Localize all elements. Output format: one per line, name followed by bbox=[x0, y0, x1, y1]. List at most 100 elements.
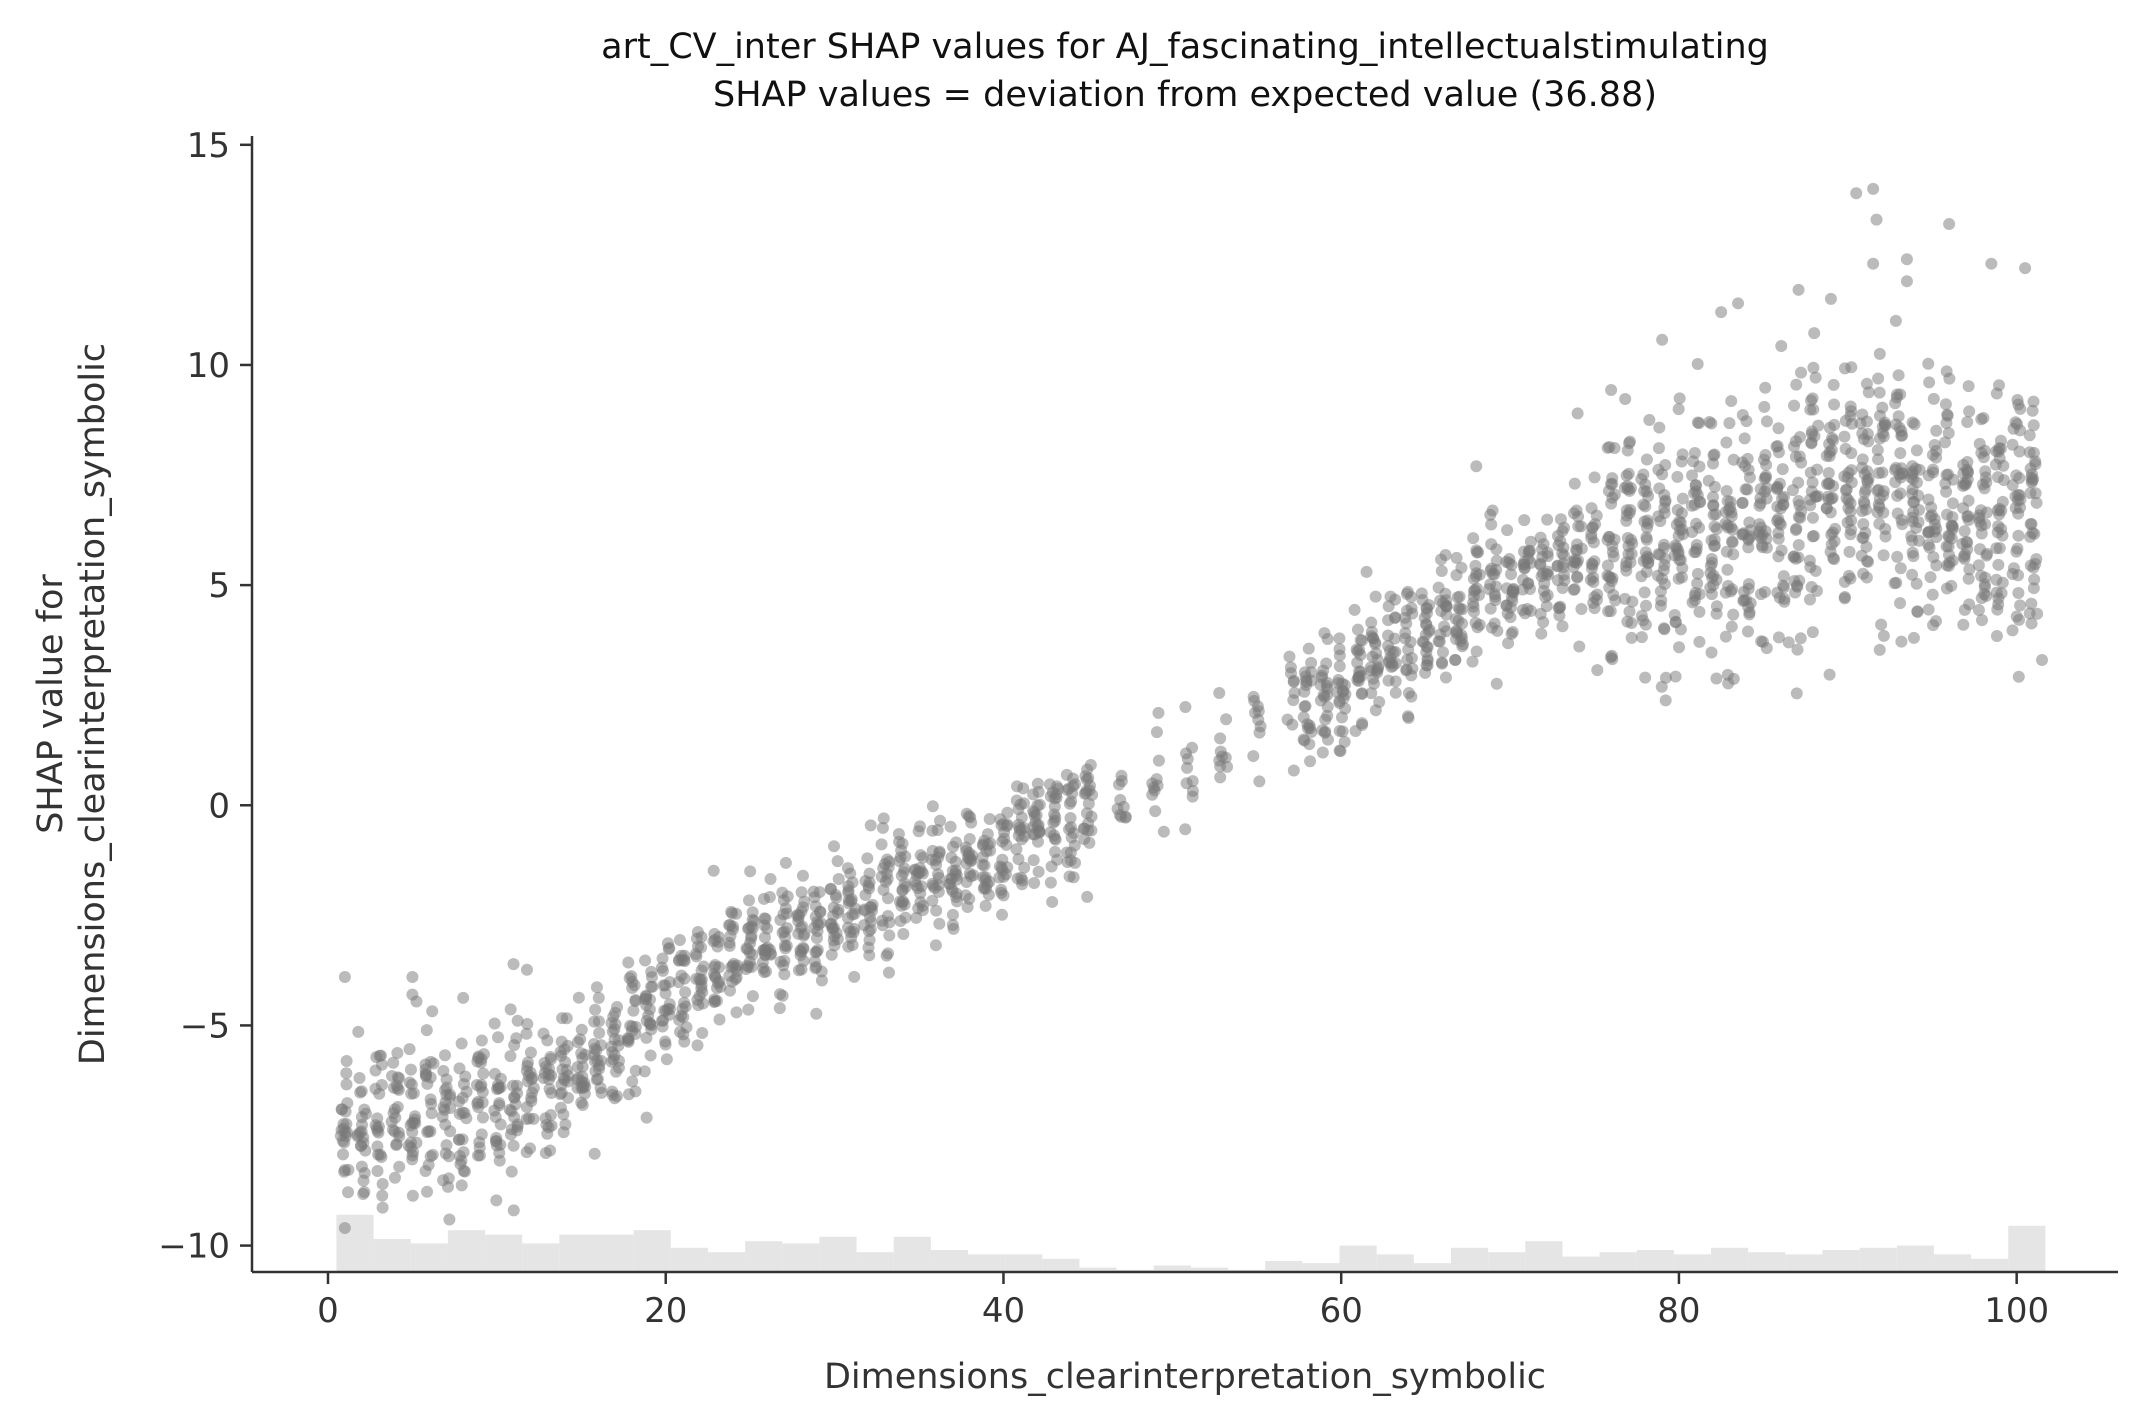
scatter-point bbox=[950, 895, 963, 908]
scatter-point bbox=[608, 1049, 621, 1062]
scatter-point bbox=[914, 849, 927, 862]
scatter-point bbox=[1804, 499, 1817, 512]
scatter-point bbox=[1415, 587, 1428, 600]
scatter-point bbox=[1421, 641, 1434, 654]
scatter-point bbox=[1980, 549, 1993, 562]
scatter-point bbox=[1939, 436, 1952, 449]
scatter-point bbox=[1084, 758, 1097, 771]
scatter-point bbox=[763, 891, 776, 904]
scatter-point bbox=[1674, 623, 1687, 636]
scatter-point bbox=[1824, 292, 1837, 305]
histogram-bar bbox=[1971, 1258, 2009, 1272]
scatter-point bbox=[863, 911, 876, 924]
scatter-point bbox=[826, 921, 839, 934]
scatter-point bbox=[638, 1065, 651, 1078]
scatter-point bbox=[406, 988, 419, 1001]
scatter-point bbox=[421, 1185, 434, 1198]
scatter-point bbox=[1721, 563, 1734, 576]
scatter-point bbox=[1753, 499, 1766, 512]
scatter-point bbox=[883, 916, 896, 929]
scatter-point bbox=[1504, 611, 1517, 624]
scatter-point bbox=[812, 918, 825, 931]
scatter-point bbox=[695, 941, 708, 954]
scatter-point bbox=[795, 886, 808, 899]
scatter-point bbox=[794, 922, 807, 935]
scatter-point bbox=[1736, 496, 1749, 509]
scatter-point bbox=[1686, 525, 1699, 538]
scatter-point bbox=[1152, 754, 1165, 767]
scatter-point bbox=[1433, 635, 1446, 648]
scatter-point bbox=[848, 970, 861, 983]
scatter-point bbox=[1922, 493, 1935, 506]
y-tick-label: −10 bbox=[158, 1227, 230, 1267]
scatter-point bbox=[593, 1027, 606, 1040]
scatter-point bbox=[1777, 581, 1790, 594]
scatter-point bbox=[1488, 588, 1501, 601]
scatter-point bbox=[1318, 627, 1331, 640]
scatter-point bbox=[875, 838, 888, 851]
scatter-point bbox=[1046, 895, 1059, 908]
scatter-point bbox=[1867, 257, 1880, 270]
scatter-point bbox=[691, 1039, 704, 1052]
scatter-point bbox=[1876, 401, 1889, 414]
scatter-point bbox=[1715, 306, 1728, 319]
scatter-point bbox=[861, 852, 874, 865]
scatter-point bbox=[1860, 555, 1873, 568]
scatter-point bbox=[391, 1047, 404, 1060]
scatter-point bbox=[931, 824, 944, 837]
scatter-point bbox=[1419, 666, 1432, 679]
scatter-point bbox=[1895, 429, 1908, 442]
scatter-point bbox=[419, 1058, 432, 1071]
scatter-point bbox=[1316, 746, 1329, 759]
scatter-point bbox=[1113, 778, 1126, 791]
scatter-point bbox=[488, 1067, 501, 1080]
scatter-point bbox=[1822, 493, 1835, 506]
histogram-bar bbox=[1933, 1254, 1972, 1272]
scatter-point bbox=[1626, 537, 1639, 550]
y-axis-ticks: −10 −5 0 5 10 15 bbox=[158, 126, 252, 1267]
scatter-point bbox=[742, 1003, 755, 1016]
scatter-point bbox=[1879, 419, 1892, 432]
scatter-point bbox=[1388, 632, 1401, 645]
histogram-bar bbox=[1339, 1245, 1377, 1272]
scatter-point bbox=[1501, 524, 1514, 537]
scatter-point bbox=[1755, 531, 1768, 544]
histogram-bar bbox=[670, 1247, 708, 1272]
scatter-point bbox=[543, 1082, 556, 1095]
scatter-point bbox=[1605, 384, 1618, 397]
scatter-point bbox=[713, 1013, 726, 1026]
scatter-point bbox=[507, 1204, 520, 1217]
scatter-point bbox=[1923, 376, 1936, 389]
scatter-point bbox=[334, 1129, 347, 1142]
scatter-point bbox=[1656, 333, 1669, 346]
scatter-point bbox=[2011, 542, 2024, 555]
scatter-point bbox=[474, 1081, 487, 1094]
scatter-point bbox=[1639, 671, 1652, 684]
scatter-point bbox=[1844, 400, 1857, 413]
scatter-point bbox=[841, 862, 854, 875]
scatter-point bbox=[358, 1186, 371, 1199]
scatter-point bbox=[947, 922, 960, 935]
scatter-point bbox=[1573, 640, 1586, 653]
scatter-point bbox=[708, 995, 721, 1008]
scatter-point bbox=[730, 1006, 743, 1019]
scatter-point bbox=[1772, 512, 1785, 525]
y-tick-label: 5 bbox=[208, 566, 230, 606]
scatter-point bbox=[403, 1043, 416, 1056]
scatter-point bbox=[1827, 378, 1840, 391]
histogram-bar bbox=[1413, 1263, 1451, 1272]
scatter-point bbox=[864, 900, 877, 913]
scatter-point bbox=[2024, 530, 2037, 543]
scatter-point bbox=[520, 1101, 533, 1114]
scatter-point bbox=[809, 900, 822, 913]
scatter-point bbox=[1082, 797, 1095, 810]
scatter-point bbox=[1385, 660, 1398, 673]
scatter-point bbox=[1906, 487, 1919, 500]
scatter-point bbox=[477, 1067, 490, 1080]
scatter-point bbox=[1287, 764, 1300, 777]
scatter-point bbox=[1838, 362, 1851, 375]
scatter-point bbox=[1911, 605, 1924, 618]
histogram-bar bbox=[1153, 1265, 1191, 1272]
scatter-point bbox=[390, 1138, 403, 1151]
scatter-point bbox=[1400, 587, 1413, 600]
